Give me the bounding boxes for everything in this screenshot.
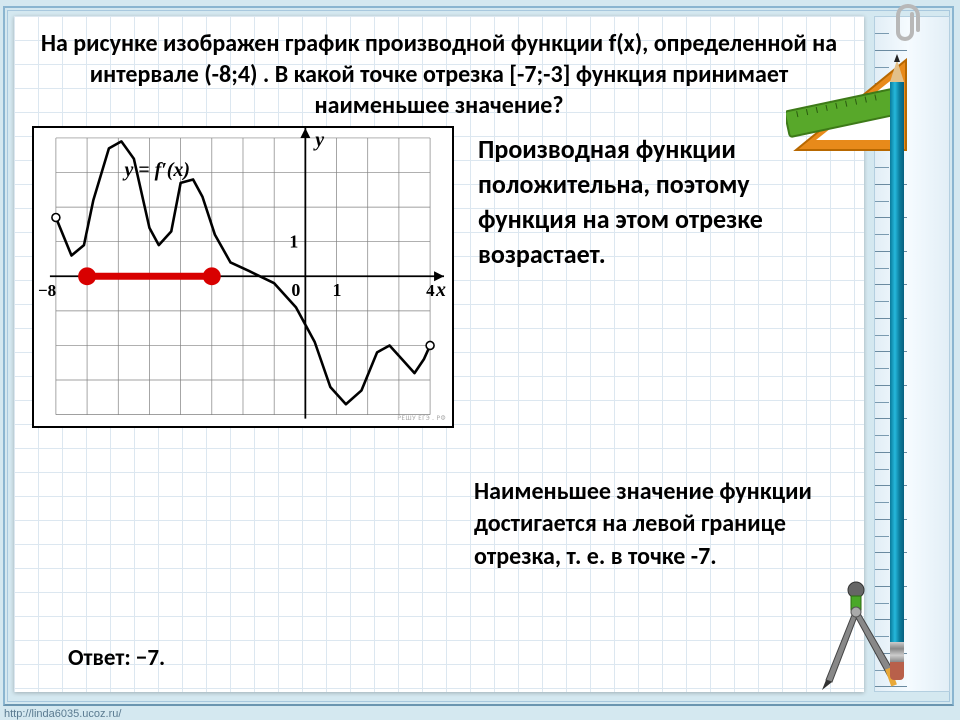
main-row: y = f′(x) y x 0 1 1 −8 4 РЕШУ ЕГЭ . РФ Производ… — [32, 126, 846, 428]
source-url: http://linda6035.ucoz.ru/ — [4, 708, 121, 720]
chart-container: y = f′(x) y x 0 1 1 −8 4 РЕШУ ЕГЭ . РФ — [32, 126, 454, 428]
svg-text:y = f′(x): y = f′(x) — [122, 159, 190, 181]
chart-svg: y = f′(x) y x 0 1 1 −8 4 — [34, 128, 452, 427]
explanation-2: Наименьшее значение функции достигается … — [474, 476, 869, 573]
svg-text:0: 0 — [291, 280, 300, 300]
svg-text:−8: −8 — [38, 281, 56, 300]
clip-icon — [888, 2, 928, 42]
answer-text: Ответ: −7. — [68, 644, 165, 672]
pencil-decoration — [890, 60, 904, 680]
explanation-1: Производная функции положительна, поэтом… — [454, 126, 846, 428]
svg-text:1: 1 — [333, 280, 342, 300]
content-area: На рисунке изображен график производной … — [14, 16, 864, 692]
page: На рисунке изображен график производной … — [14, 16, 864, 692]
svg-text:4: 4 — [426, 281, 435, 300]
svg-text:x: x — [435, 279, 446, 301]
svg-text:y: y — [313, 128, 324, 150]
derivative-chart: y = f′(x) y x 0 1 1 −8 4 РЕШУ ЕГЭ . РФ — [32, 126, 454, 428]
chart-watermark: РЕШУ ЕГЭ . РФ — [397, 413, 446, 422]
svg-text:1: 1 — [289, 231, 298, 251]
question-text: На рисунке изображен график производной … — [32, 28, 846, 122]
